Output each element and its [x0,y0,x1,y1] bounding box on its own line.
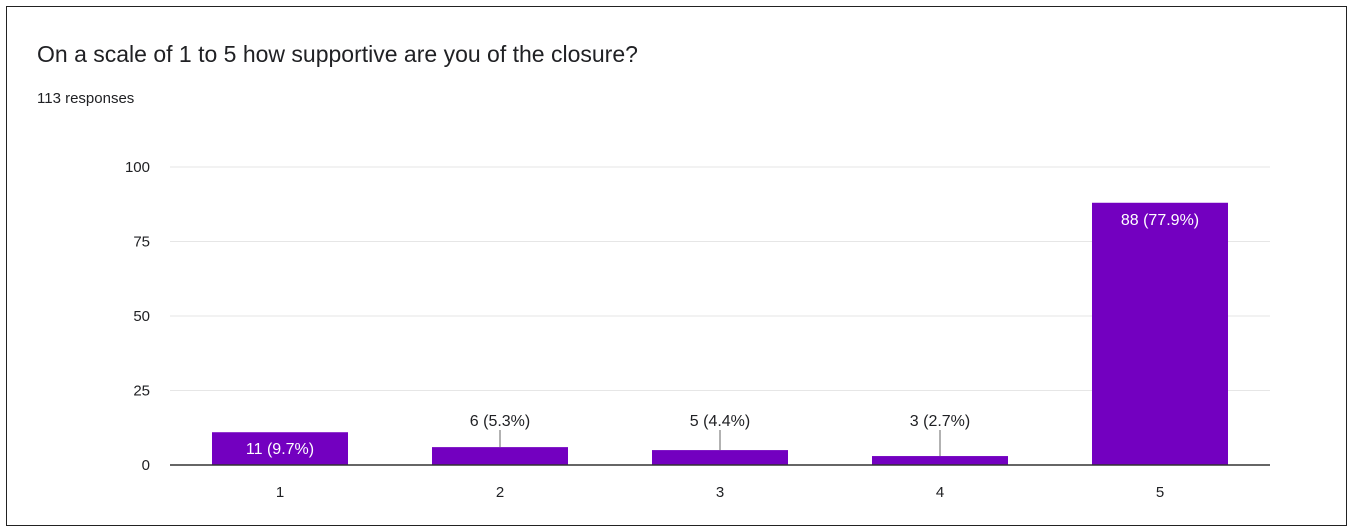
bar [432,447,568,465]
data-labels: 11 (9.7%) 6 (5.3%) 5 (4.4%) 3 (2.7%) 88 (77.… [246,212,1199,458]
y-tick-label: 25 [133,383,150,400]
data-label: 11 (9.7%) [246,441,314,458]
response-count: 113 responses [37,90,135,107]
y-axis-ticks: 0 25 50 75 100 [125,159,150,474]
x-tick-label: 3 [716,484,724,501]
data-label: 5 (4.4%) [690,413,750,430]
bar [1092,202,1228,465]
data-label: 88 (77.9%) [1121,212,1199,229]
y-tick-label: 50 [133,308,150,325]
bar [872,456,1008,465]
x-tick-label: 1 [276,484,284,501]
data-label: 6 (5.3%) [470,413,530,430]
x-tick-label: 2 [496,484,504,501]
y-tick-label: 0 [142,457,150,474]
y-tick-label: 100 [125,159,150,176]
bar [212,432,348,465]
x-tick-label: 4 [936,484,944,501]
x-tick-label: 5 [1156,484,1164,501]
question-title: On a scale of 1 to 5 how supportive are … [37,41,638,67]
bar [652,450,788,465]
gridlines [170,166,1270,391]
y-tick-label: 75 [133,234,150,251]
bars [212,202,1228,465]
x-axis-ticks: 1 2 3 4 5 [276,484,1164,501]
data-label: 3 (2.7%) [910,413,970,430]
